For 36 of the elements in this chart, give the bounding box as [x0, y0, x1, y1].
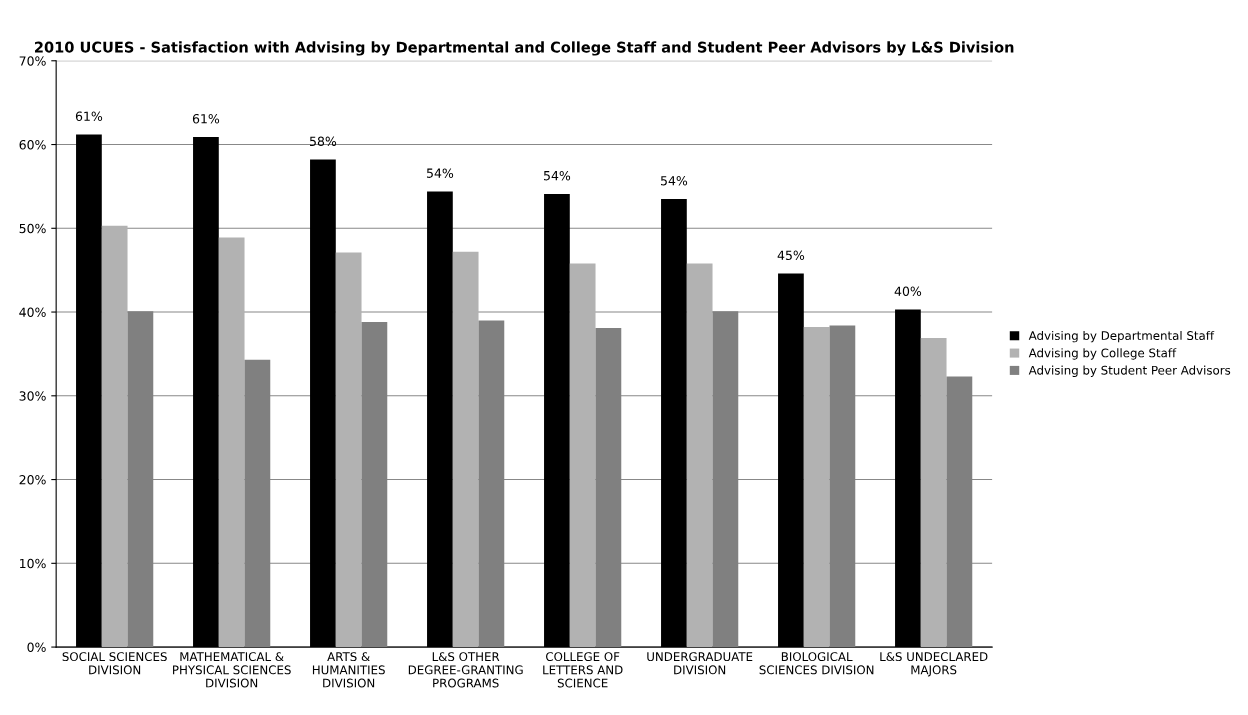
- bar: [218, 237, 245, 648]
- x-tick-label: UNDERGRADUATE DIVISION: [647, 652, 753, 675]
- x-tick-label: MATHEMATICAL & PHYSICAL SCIENCES DIVISION: [173, 652, 291, 688]
- x-tick-label: COLLEGE OF LETTERS AND SCIENCE: [543, 652, 623, 688]
- data-label: 61%: [192, 114, 220, 124]
- data-label: 40%: [894, 286, 922, 296]
- data-label: 58%: [309, 136, 337, 147]
- bar: [335, 252, 362, 648]
- y-tick-label: 60%: [19, 140, 46, 150]
- data-label: 54%: [543, 170, 571, 181]
- x-tick-label: SOCIAL SCIENCES DIVISION: [62, 652, 167, 675]
- y-tick-label: 20%: [19, 475, 46, 485]
- legend-label: Advising by College Staff: [1028, 348, 1177, 360]
- legend-label: Advising by Student Peer Advisors: [1028, 365, 1231, 377]
- x-tick-label: L&S OTHER DEGREE-GRANTING PROGRAMS: [408, 652, 523, 688]
- y-tick-label: 70%: [19, 56, 46, 66]
- data-label: 61%: [75, 111, 103, 121]
- data-label: 45%: [777, 250, 805, 260]
- bar: [452, 251, 479, 648]
- bar: [686, 263, 713, 648]
- y-tick-label: 0%: [27, 642, 46, 652]
- bar: [101, 225, 128, 648]
- chart-title: 2010 UCUES - Satisfaction with Advising by Departmental and College Staff and Student Peer Advisors by L&S Division: [35, 41, 1014, 56]
- y-tick-label: 30%: [19, 391, 46, 401]
- bar: [569, 263, 596, 648]
- y-tick-label: 40%: [19, 307, 46, 317]
- x-tick-label: BIOLOGICAL SCIENCES DIVISION: [759, 652, 874, 675]
- bar: [920, 338, 947, 648]
- y-tick-label: 50%: [19, 223, 46, 234]
- data-label: 54%: [426, 168, 454, 178]
- data-label: 54%: [660, 175, 688, 186]
- bar: [803, 327, 830, 648]
- x-tick-label: L&S UNDECLARED MAJORS: [880, 652, 988, 677]
- x-tick-label: ARTS & HUMANITIES DIVISION: [312, 652, 385, 688]
- y-tick-label: 10%: [20, 558, 46, 569]
- legend-label: Advising by Departmental Staff: [1028, 330, 1215, 343]
